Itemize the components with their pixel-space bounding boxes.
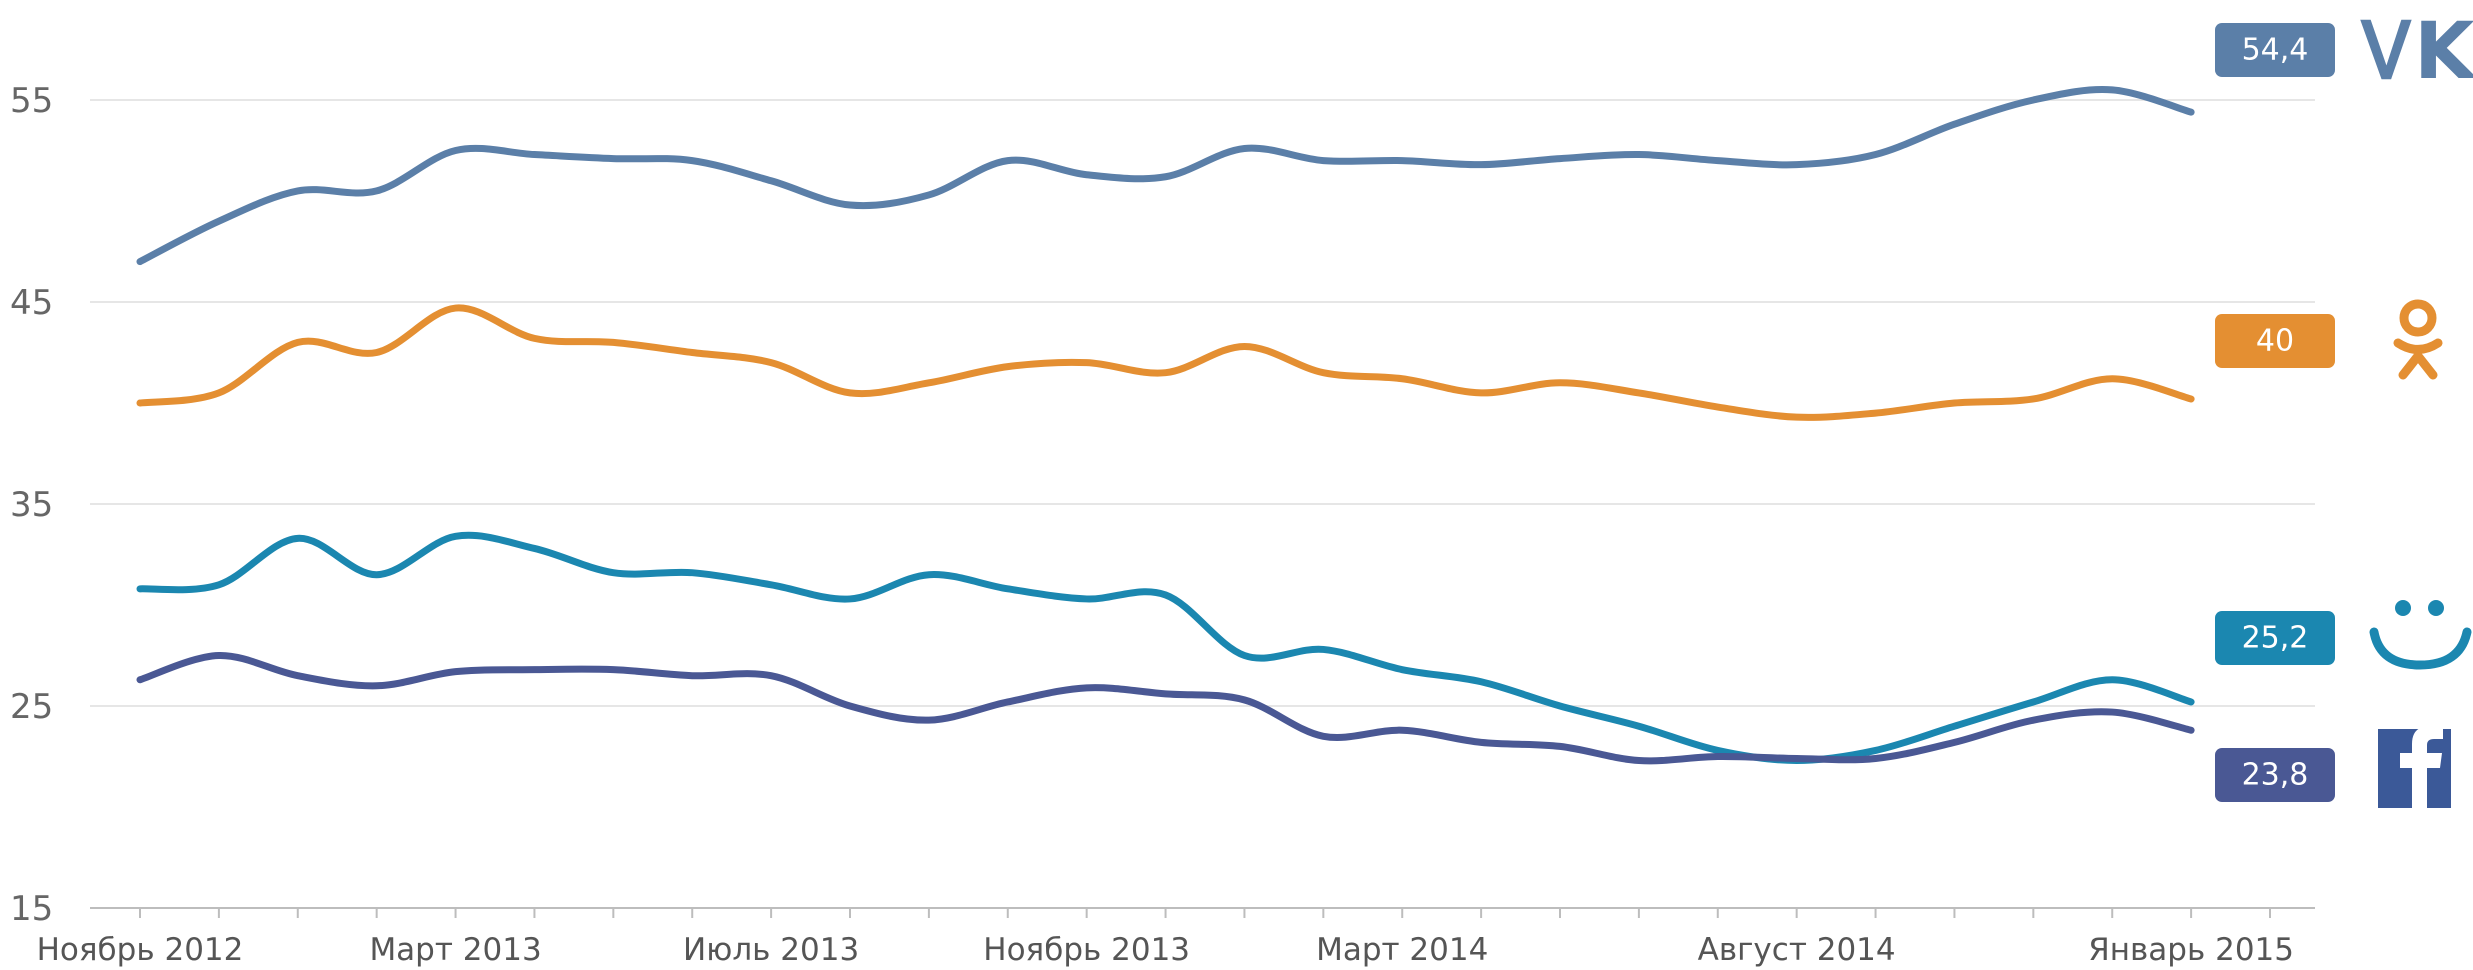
end-label-box [2215, 611, 2335, 665]
gridlines [90, 99, 2315, 707]
end-label-box [2215, 314, 2335, 368]
x-tick-label: Март 2014 [1316, 932, 1488, 968]
y-axis-ticks: 15 25 35 45 55 [10, 81, 53, 929]
y-tick-label: 55 [10, 81, 53, 121]
x-axis: Ноябрь 2012 Март 2013 Июль 2013 Ноябрь 2013… [37, 907, 2315, 968]
x-tick-label: Ноябрь 2012 [37, 932, 244, 968]
y-tick-label: 45 [10, 283, 53, 323]
odnoklassniki-icon [2393, 299, 2443, 380]
vk-icon: ᏙK [2360, 7, 2473, 97]
x-tick-label: Август 2014 [1698, 932, 1896, 968]
end-value-label: 54,4 [2242, 33, 2309, 68]
end-value-label: 25,2 [2242, 621, 2309, 656]
facebook-icon [2378, 726, 2451, 808]
end-label-box [2215, 748, 2335, 802]
series-line-3 [136, 531, 2195, 765]
y-tick-label: 25 [10, 687, 53, 727]
series-line-2 [136, 304, 2195, 421]
svg-text:ᏙK: ᏙK [2360, 7, 2473, 97]
y-tick-label: 15 [10, 889, 53, 929]
end-labels: 54,4 40 25,2 23,8 [2215, 23, 2335, 802]
x-tick-label: Январь 2015 [2088, 932, 2294, 968]
x-tick-label: Март 2013 [369, 932, 541, 968]
series-line-1 [136, 86, 2195, 266]
x-tick-label: Ноябрь 2013 [983, 932, 1190, 968]
series-lines [136, 86, 2195, 765]
end-label-box [2215, 23, 2335, 77]
x-tick-label: Июль 2013 [683, 932, 859, 968]
series-line-4 [136, 651, 2195, 765]
moi-mir-icon [2369, 600, 2472, 670]
end-value-label: 23,8 [2242, 758, 2309, 793]
y-tick-label: 35 [10, 485, 53, 525]
end-value-label: 40 [2256, 324, 2294, 359]
